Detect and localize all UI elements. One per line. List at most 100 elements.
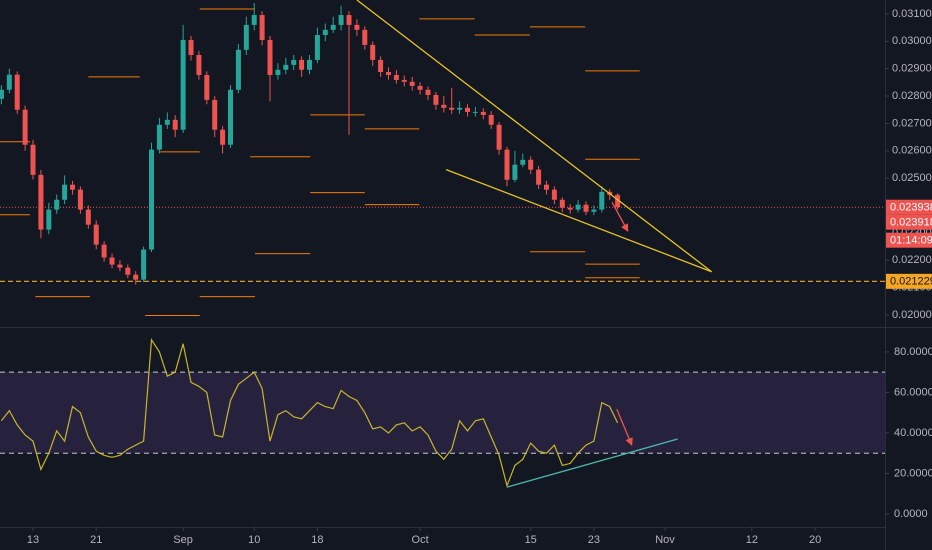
candle-body (164, 119, 170, 125)
price-tag-label: 0.023918 (890, 217, 932, 229)
candle-body (338, 15, 344, 25)
candle-body (54, 199, 60, 210)
candle-body (543, 184, 549, 190)
y-tick-label: 20.0000 (894, 467, 932, 479)
candle-body (472, 111, 478, 113)
candle-body (180, 39, 186, 130)
candle-body (77, 189, 83, 210)
candle-body (362, 29, 368, 45)
candle-body (62, 184, 68, 200)
candle-body (441, 104, 447, 108)
candle-body (512, 164, 518, 180)
candle-body (30, 144, 36, 175)
x-tick-label: Sep (173, 534, 193, 546)
candle-body (330, 24, 336, 30)
candle-body (457, 107, 463, 110)
rsi-band (0, 372, 885, 454)
price-tag (886, 273, 932, 289)
candle-body (46, 209, 52, 230)
candle-body (109, 257, 115, 265)
candle-body (551, 189, 557, 200)
x-tick-label: Oct (412, 534, 429, 546)
candle-body (125, 267, 131, 275)
candle-body (251, 15, 257, 25)
candle-body (133, 274, 139, 280)
candle-body (591, 209, 597, 212)
candle-body (172, 119, 178, 130)
x-tick-label: 23 (588, 534, 600, 546)
x-tick-label: 20 (809, 534, 821, 546)
candle-body (243, 24, 249, 50)
candle-body (465, 107, 471, 112)
candle-body (370, 44, 376, 60)
price-tag-label: 01:14:09 (890, 235, 932, 247)
candle-body (22, 109, 28, 145)
x-tick-label: 13 (27, 534, 39, 546)
price-tag-label: 0.021229 (890, 276, 932, 288)
price-tag (886, 199, 932, 215)
price-tag (886, 232, 932, 248)
candle-body (386, 71, 392, 75)
candle-body (275, 69, 281, 75)
y-tick-label: 0.0000 (894, 508, 928, 520)
candle-body (307, 59, 313, 70)
candle-body (496, 124, 502, 150)
x-tick-label: 12 (746, 534, 758, 546)
x-tick-label: 21 (90, 534, 102, 546)
candle-body (149, 149, 155, 250)
candle-body (38, 174, 44, 230)
candle-body (575, 204, 581, 210)
arrow (616, 409, 633, 446)
y-tick-label: 80.0000 (894, 346, 932, 358)
candle-body (204, 74, 210, 100)
trend-line (506, 438, 678, 488)
candle-body (156, 124, 162, 150)
x-tick-label: 18 (311, 534, 323, 546)
rsi-line (0, 337, 619, 488)
candle-body (480, 111, 486, 115)
candle-body (291, 59, 297, 65)
arrow (611, 201, 629, 232)
candle-body (378, 59, 384, 72)
candle-body (101, 244, 107, 258)
trend-line (445, 169, 712, 273)
rsi-pane (0, 337, 885, 488)
candle-body (212, 99, 218, 130)
candle-body (235, 49, 241, 90)
candle-body (615, 194, 621, 208)
candle-body (528, 159, 534, 170)
candle-body (393, 74, 399, 80)
candle-body (6, 74, 12, 90)
candle-body (228, 89, 234, 145)
candle-body (93, 224, 99, 245)
candle-body (583, 204, 589, 212)
candle-body (433, 94, 439, 105)
candle-body (559, 199, 565, 208)
candle-body (141, 249, 147, 280)
candle-body (0, 89, 4, 99)
candle-body (117, 264, 123, 268)
candle-body (417, 85, 423, 90)
trend-line (356, 0, 712, 273)
candle-body (567, 207, 573, 210)
candle-body (196, 55, 202, 75)
candle-body (488, 114, 494, 125)
candle-body (220, 129, 226, 145)
candle-body (70, 184, 76, 190)
candle-body (409, 81, 415, 86)
candle-body (520, 159, 526, 165)
x-tick-label: 10 (248, 534, 260, 546)
candle-body (14, 74, 20, 110)
candle-body (188, 39, 194, 56)
candle-body (299, 59, 305, 70)
candle-body (322, 29, 328, 36)
x-tick-label: 15 (525, 534, 537, 546)
